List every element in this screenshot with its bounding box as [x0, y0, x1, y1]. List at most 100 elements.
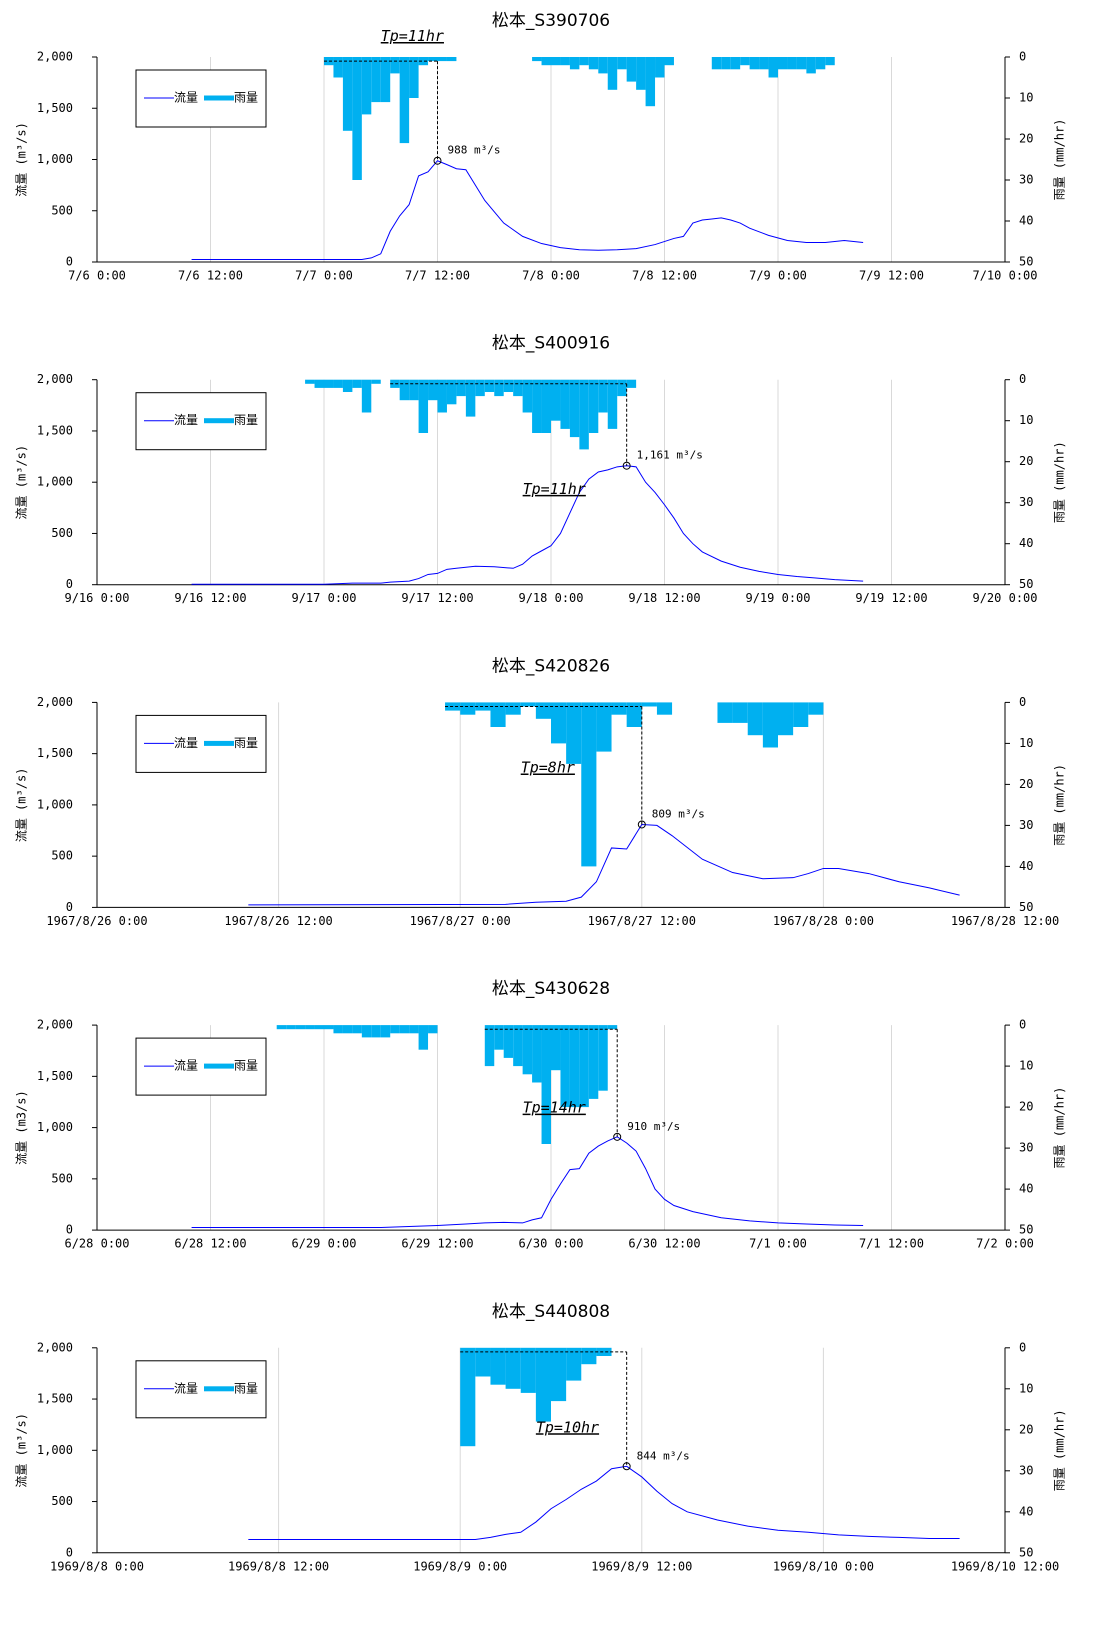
y-tick-label: 0 — [66, 900, 73, 914]
flow-line — [191, 160, 864, 260]
rain-bar — [428, 1025, 438, 1034]
chart: 松本_S420826 1967/8/26 0:00 1967/8/26 12:00 1… — [15, 656, 1067, 928]
y-axis-label: 流量 (m³/s) — [15, 122, 29, 197]
rain-bar — [778, 702, 794, 736]
rain-bar — [446, 379, 457, 405]
legend-label: 流量 — [174, 736, 198, 750]
y-tick-label: 1,500 — [37, 1392, 73, 1406]
x-tick-label: 6/28 12:00 — [174, 1237, 246, 1251]
y2-tick-label: 0 — [1019, 372, 1026, 386]
rain-bar — [371, 1025, 381, 1038]
rain-bar — [409, 379, 419, 401]
rain-bar — [460, 702, 476, 715]
x-tick-label: 1969/8/8 12:00 — [228, 1559, 329, 1573]
y-tick-label: 0 — [66, 255, 73, 269]
rain-bar — [522, 1025, 533, 1075]
legend-label: 流量 — [174, 1059, 198, 1073]
chart: 松本_S430628 6/28 0:00 6/28 12:00 6/29 0:00 6/… — [15, 979, 1067, 1251]
rain-bar — [808, 702, 824, 715]
rain-bar — [749, 57, 760, 70]
peak-label: 988 m³/s — [448, 144, 501, 157]
rain-bar — [520, 702, 536, 707]
chart-title: 松本_S440808 — [492, 1302, 610, 1322]
rain-bar — [532, 1025, 542, 1083]
rain-bar — [475, 379, 485, 397]
rain-bar — [551, 702, 567, 744]
rain-bar — [655, 57, 665, 78]
y-tick-label: 500 — [51, 526, 73, 540]
rain-bar — [806, 57, 816, 74]
rain-bar — [551, 57, 561, 66]
y2-tick-label: 30 — [1019, 173, 1033, 187]
rain-bar — [596, 702, 612, 752]
tp-label: Tp=11hr — [381, 27, 444, 45]
rain-bar — [324, 379, 334, 388]
rain-bar — [390, 57, 400, 74]
x-tick-label: 9/17 12:00 — [401, 591, 473, 605]
y2-tick-label: 40 — [1019, 536, 1033, 550]
rain-bar — [333, 57, 343, 78]
y-tick-label: 1,500 — [37, 101, 73, 115]
y2-tick-label: 10 — [1019, 1381, 1033, 1395]
y2-tick-label: 50 — [1019, 900, 1033, 914]
y-tick-label: 500 — [51, 203, 73, 217]
chart-title: 松本_S400916 — [492, 334, 610, 354]
rain-bar — [664, 57, 674, 66]
y2-axis-label: 雨量 (mm/hr) — [1053, 1409, 1067, 1491]
x-tick-label: 1967/8/28 12:00 — [951, 914, 1059, 928]
y2-tick-label: 30 — [1019, 1463, 1033, 1477]
y-axis-label: 流量 (m³/s) — [15, 768, 29, 843]
rain-bar — [475, 1347, 491, 1377]
rain-bar — [825, 57, 835, 66]
peak-marker — [613, 1132, 622, 1141]
rain-bar — [490, 702, 506, 727]
rain-bar — [409, 57, 419, 98]
y-axis-label: 流量 (m³/s) — [15, 1413, 29, 1488]
rain-bar — [607, 379, 618, 429]
rain-bar — [437, 379, 447, 413]
rain-bar — [513, 379, 523, 397]
x-tick-label: 1967/8/26 0:00 — [46, 914, 147, 928]
rain-bar — [588, 1025, 599, 1099]
rain-bar — [380, 1025, 391, 1038]
rain-bar — [484, 379, 495, 392]
rain-bar — [428, 379, 438, 401]
rain-bar — [494, 1025, 504, 1050]
rain-bar — [532, 379, 542, 433]
rain-bar — [333, 379, 343, 388]
rain-bar — [295, 1025, 306, 1030]
y-tick-label: 2,000 — [37, 1018, 73, 1032]
y-tick-label: 1,000 — [37, 797, 73, 811]
y2-tick-label: 20 — [1019, 132, 1033, 146]
rain-bar — [503, 379, 514, 392]
y2-axis-label: 雨量 (mm/hr) — [1053, 441, 1067, 523]
rain-bar — [352, 379, 362, 388]
rain-bar — [569, 379, 580, 438]
rain-bar — [617, 57, 627, 70]
legend-swatch — [204, 1386, 234, 1392]
rain-bar — [361, 57, 372, 115]
rain-bar — [305, 1025, 315, 1030]
x-tick-label: 7/1 0:00 — [749, 1237, 807, 1251]
x-tick-label: 6/30 0:00 — [518, 1237, 583, 1251]
rain-bar — [314, 1025, 324, 1030]
y-tick-label: 1,000 — [37, 1443, 73, 1457]
rain-bar — [717, 702, 733, 723]
x-tick-label: 1969/8/8 0:00 — [50, 1559, 144, 1573]
rain-bar — [569, 1025, 580, 1108]
rain-bar — [286, 1025, 296, 1030]
rain-bar — [566, 1347, 582, 1381]
x-tick-label: 1967/8/26 12:00 — [224, 914, 332, 928]
x-tick-label: 6/29 12:00 — [401, 1237, 473, 1251]
y-tick-label: 0 — [66, 1223, 73, 1237]
x-tick-label: 9/17 0:00 — [291, 591, 356, 605]
rain-bar — [532, 57, 542, 62]
legend-label: 雨量 — [234, 1059, 258, 1073]
peak-label: 844 m³/s — [637, 1449, 690, 1462]
rain-bar — [371, 379, 381, 384]
rain-bar — [380, 57, 391, 103]
rain-bar — [437, 57, 447, 62]
y-tick-label: 1,500 — [37, 423, 73, 437]
rain-bar — [513, 1025, 523, 1067]
